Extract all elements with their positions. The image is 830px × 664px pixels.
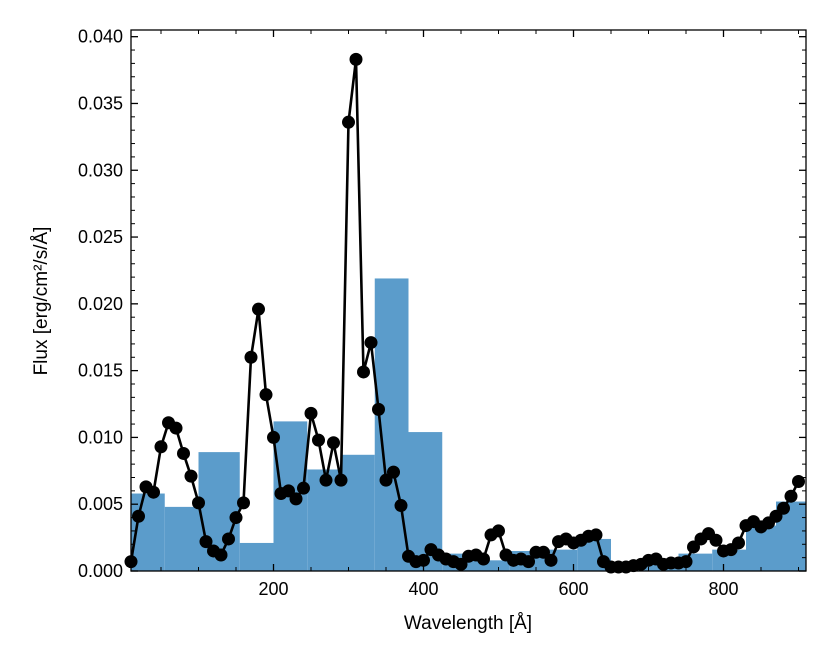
x-tick-label: 600 <box>558 579 588 599</box>
data-point <box>297 481 310 495</box>
data-point <box>177 446 190 460</box>
data-point <box>387 465 400 479</box>
data-point <box>229 511 243 525</box>
data-point <box>192 496 205 510</box>
data-point <box>312 433 325 447</box>
data-point <box>589 528 603 542</box>
y-axis-label: Flux [erg/cm²/s/Å] <box>31 227 52 376</box>
data-point <box>319 473 333 487</box>
data-point <box>289 492 303 506</box>
data-point <box>784 489 798 503</box>
data-point <box>132 509 145 523</box>
histogram-bar <box>307 469 341 571</box>
data-point <box>522 555 535 569</box>
y-tick-label: 0.020 <box>78 294 123 314</box>
data-point <box>147 485 160 499</box>
data-point <box>214 548 228 562</box>
y-tick-label: 0.015 <box>78 361 123 381</box>
tick-labels: 200 400 600 800 0.000 0.005 0.010 0.015 0.020 0.0… <box>78 27 739 599</box>
y-tick-label: 0.005 <box>78 494 123 514</box>
data-point <box>184 469 198 483</box>
data-point <box>349 52 363 66</box>
data-point <box>237 496 250 510</box>
data-point <box>394 499 408 513</box>
data-point <box>222 532 235 546</box>
data-point <box>304 406 318 420</box>
x-tick-label: 800 <box>708 579 738 599</box>
data-point <box>777 501 790 515</box>
y-tick-label: 0.010 <box>78 427 123 447</box>
data-point <box>372 402 385 416</box>
data-point <box>679 555 693 569</box>
data-point <box>244 350 258 364</box>
flux-markers <box>124 52 805 574</box>
histogram-bar <box>476 560 510 571</box>
y-tick-label: 0.025 <box>78 227 123 247</box>
histogram-bar <box>164 506 199 571</box>
data-point <box>252 302 265 316</box>
data-point <box>544 553 558 567</box>
data-point <box>709 533 723 547</box>
data-point <box>357 365 370 379</box>
x-tick-label: 400 <box>408 579 438 599</box>
x-axis-label: Wavelength [Å] <box>404 613 532 634</box>
histogram-bar <box>239 542 274 571</box>
y-tick-label: 0.040 <box>78 27 123 47</box>
data-point <box>732 536 745 550</box>
x-tick-label: 200 <box>258 579 288 599</box>
y-tick-label: 0.035 <box>78 93 123 113</box>
plot-frame <box>130 29 807 572</box>
data-point <box>364 336 378 350</box>
y-tick-label: 0.000 <box>78 561 123 581</box>
data-point <box>154 440 168 454</box>
data-point <box>492 524 505 538</box>
data-point <box>792 475 805 489</box>
data-point <box>477 552 490 566</box>
y-tick-label: 0.030 <box>78 160 123 180</box>
data-point <box>327 436 340 450</box>
data-point <box>417 553 430 567</box>
histogram-bar <box>341 454 375 571</box>
data-point <box>169 421 183 435</box>
data-point <box>334 473 348 487</box>
axis-ticks <box>131 30 806 572</box>
data-point <box>199 535 213 549</box>
data-point <box>259 388 273 402</box>
data-point <box>267 430 280 444</box>
data-point <box>342 115 355 129</box>
